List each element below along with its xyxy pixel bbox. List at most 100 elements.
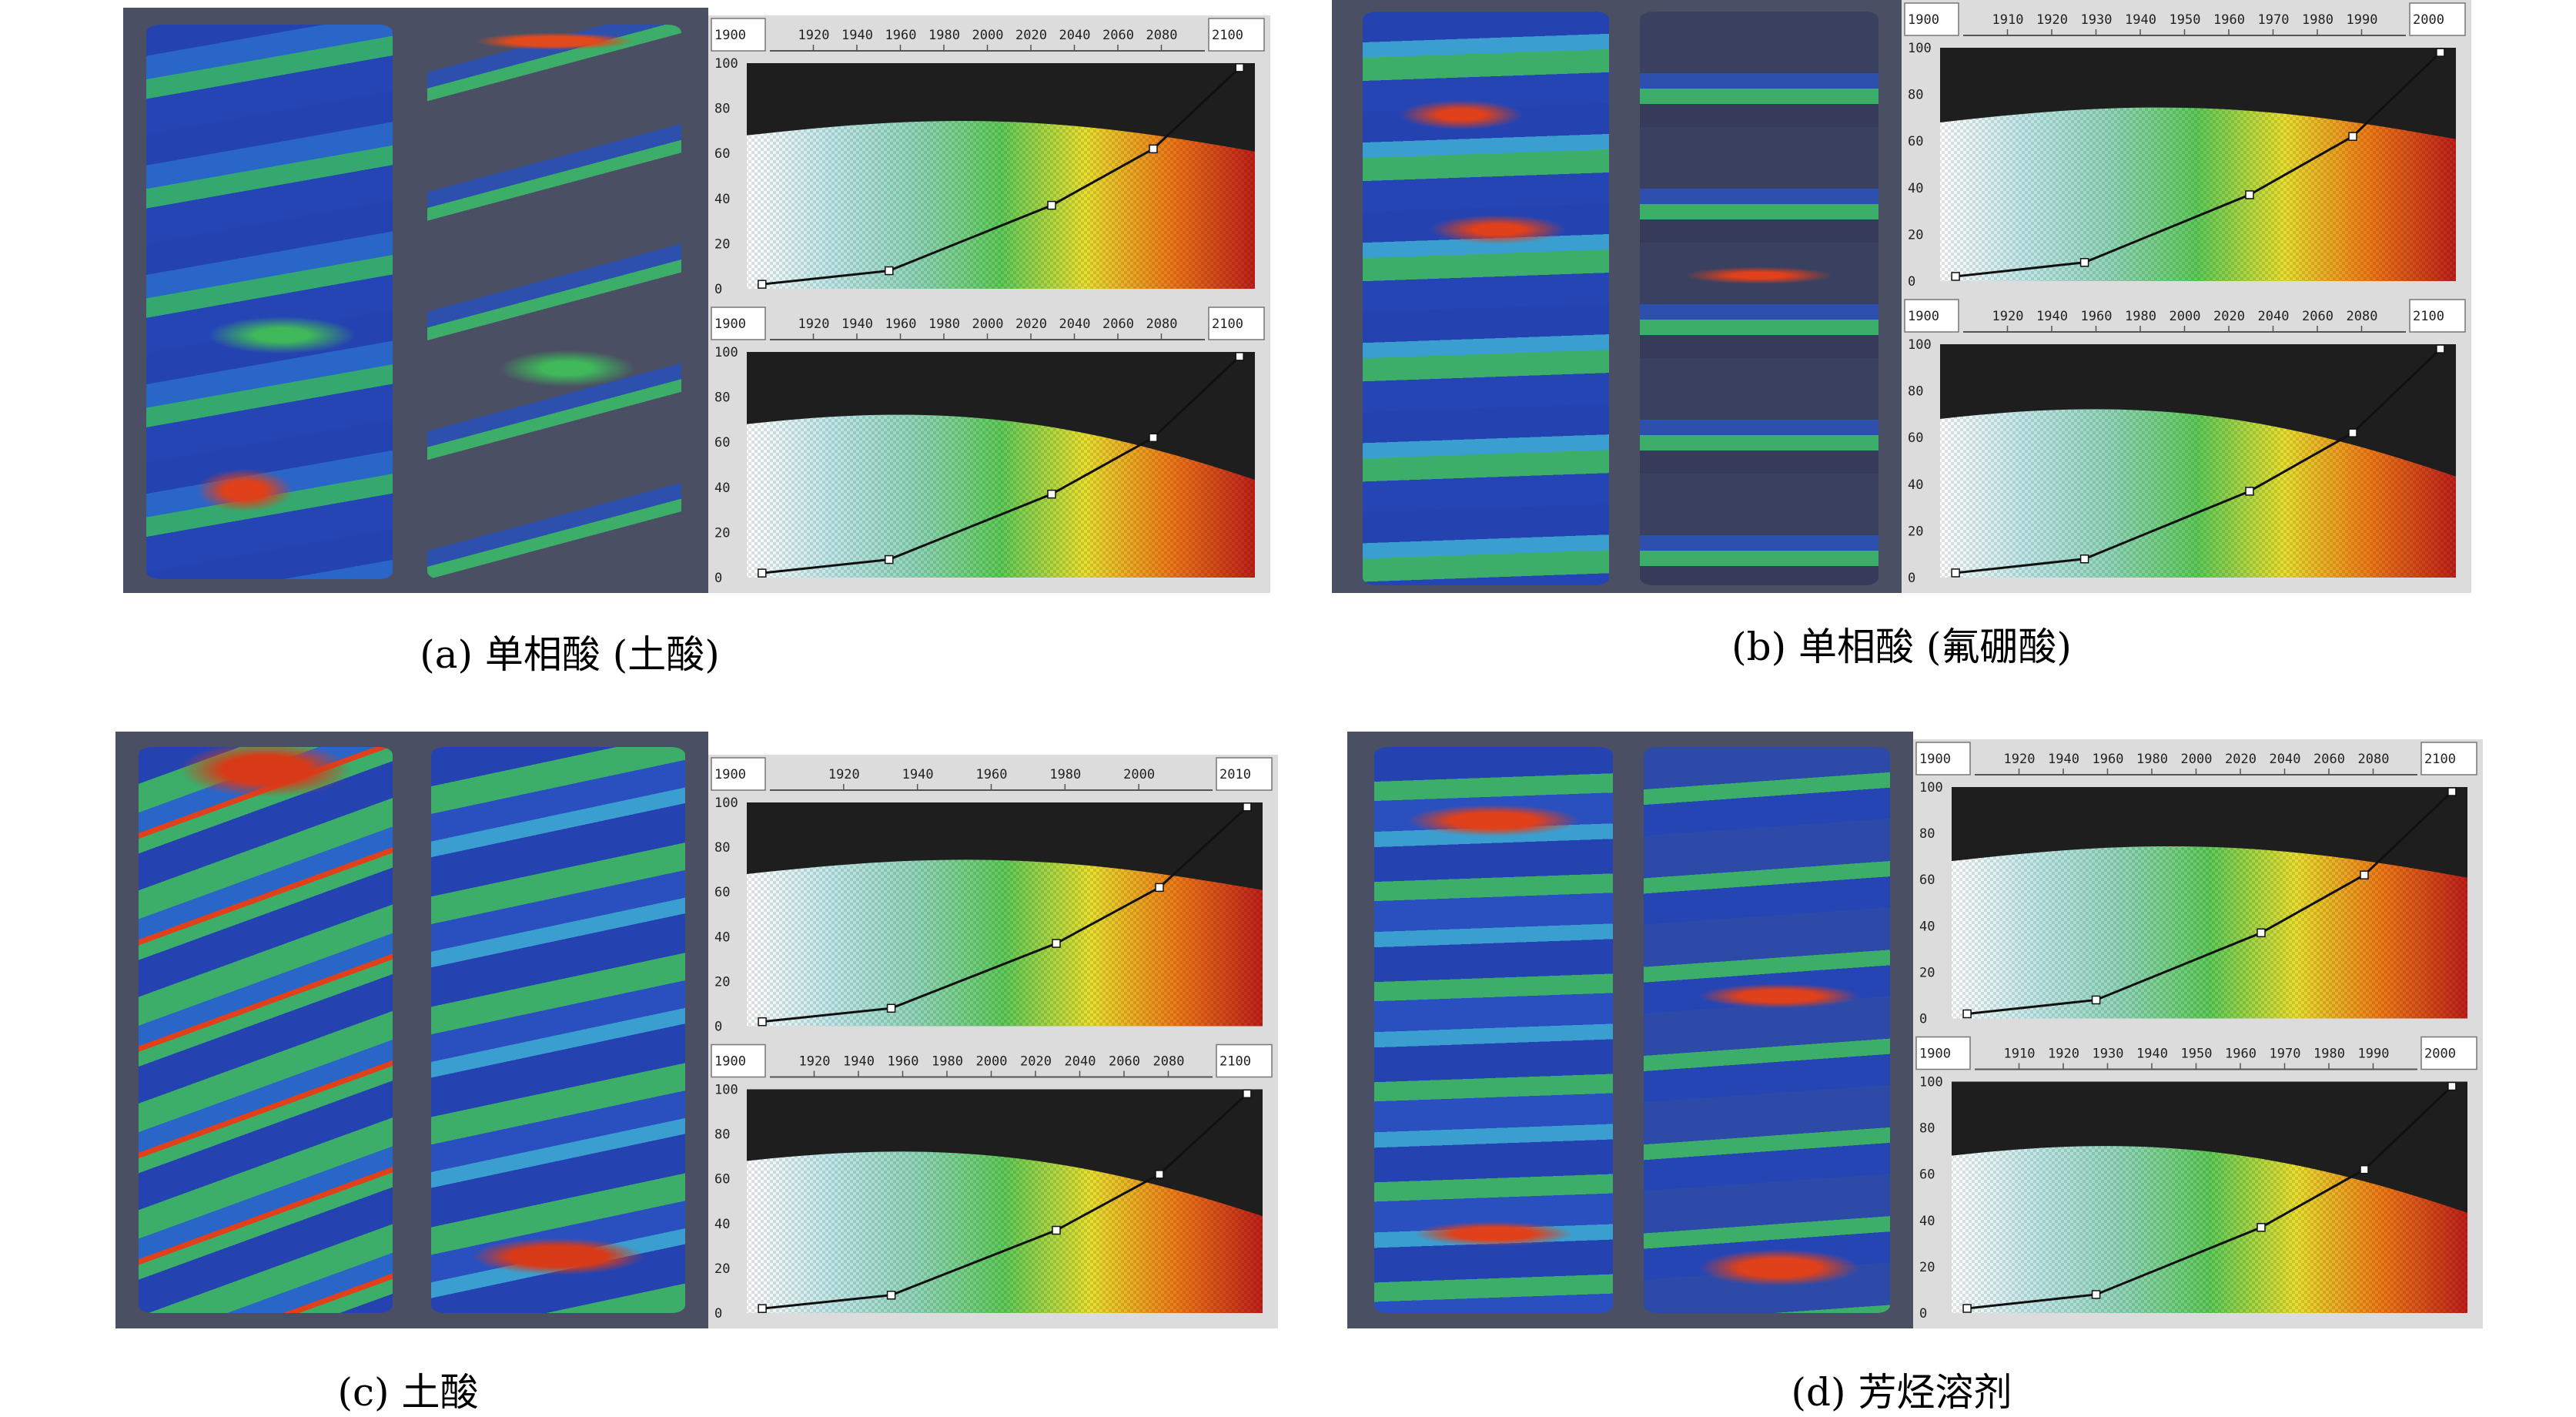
ruler-tick-label: 2040 (1065, 1054, 1096, 1070)
caption: (d) 芳烃溶剂 (1791, 1370, 2012, 1415)
ruler-tick-label: 1980 (932, 1054, 963, 1070)
y-tick-label: 40 (1919, 919, 1935, 934)
y-tick-label: 60 (1919, 873, 1935, 888)
control-point[interactable] (1951, 568, 1960, 578)
control-point[interactable] (758, 1017, 767, 1027)
control-point[interactable] (2257, 928, 2266, 938)
range-min-box[interactable] (711, 1043, 766, 1078)
control-point[interactable] (2447, 787, 2457, 796)
ruler-tick-label: 1920 (798, 317, 830, 332)
range-max-box[interactable] (1216, 757, 1273, 791)
control-point[interactable] (1962, 1009, 1972, 1019)
range-min-label: 1900 (714, 28, 746, 43)
control-point[interactable] (2436, 48, 2445, 57)
range-max-box[interactable] (1216, 1043, 1273, 1078)
control-point[interactable] (1951, 272, 1960, 281)
control-point[interactable] (885, 266, 894, 276)
range-max-box[interactable] (2420, 742, 2477, 775)
range-min-box[interactable] (711, 18, 766, 52)
control-point[interactable] (1155, 883, 1164, 893)
range-min-box[interactable] (711, 307, 766, 340)
control-point[interactable] (1962, 1304, 1972, 1313)
control-point[interactable] (1052, 1225, 1061, 1235)
range-max-label: 2100 (1212, 28, 1243, 43)
ruler-tick-label: 1970 (2258, 12, 2290, 28)
range-min-box[interactable] (711, 757, 766, 791)
core-left (1363, 12, 1609, 585)
control-point[interactable] (2079, 258, 2089, 267)
control-point[interactable] (758, 1304, 767, 1313)
y-tick-label: 100 (714, 796, 738, 811)
control-point[interactable] (1047, 489, 1056, 499)
control-point[interactable] (1149, 433, 1158, 443)
control-point[interactable] (2091, 995, 2101, 1005)
ruler-tick-label: 1960 (976, 767, 1008, 782)
control-point[interactable] (1155, 1170, 1164, 1179)
control-point[interactable] (2245, 487, 2254, 496)
control-point[interactable] (1149, 144, 1158, 154)
range-min-box[interactable] (1904, 299, 1959, 333)
control-point[interactable] (2348, 428, 2357, 437)
control-point[interactable] (1235, 352, 1244, 361)
range-max-box[interactable] (2409, 299, 2466, 333)
control-point[interactable] (2245, 190, 2254, 199)
transfer-editor[interactable]: 1900 2000 1910 1920 1930 1940 1950 1960 1970 1980… (1904, 2, 2466, 290)
range-min-box[interactable] (1915, 742, 1971, 775)
control-point[interactable] (1243, 1089, 1252, 1099)
panel-d: 1900 2100 1920 1940 1960 1980 2000 2020 2040 2060… (1347, 732, 2502, 1415)
control-point[interactable] (2257, 1223, 2266, 1232)
control-point[interactable] (2447, 1081, 2457, 1091)
transfer-editor[interactable]: 1900 2000 1910 1920 1930 1940 1950 1960 1970 1980… (1915, 1036, 2477, 1322)
ruler-tick-label: 1970 (2270, 1047, 2301, 1062)
y-tick-label: 20 (1908, 524, 1923, 539)
control-point[interactable] (758, 280, 767, 289)
ruler-tick-label: 1930 (2093, 1047, 2124, 1062)
range-max-box[interactable] (1208, 18, 1265, 52)
control-point[interactable] (2436, 344, 2445, 353)
control-point[interactable] (1243, 802, 1252, 812)
caption: (a) 单相酸 (土酸) (420, 632, 720, 677)
control-point[interactable] (1235, 63, 1244, 72)
control-point[interactable] (1052, 939, 1061, 948)
range-max-box[interactable] (1208, 307, 1265, 340)
control-point[interactable] (1047, 200, 1056, 210)
ruler-tick-label: 1980 (2136, 752, 2168, 767)
control-point[interactable] (2079, 554, 2089, 564)
y-tick-label: 0 (1919, 1306, 1927, 1322)
range-min-box[interactable] (1904, 2, 1959, 36)
range-min-box[interactable] (1915, 1036, 1971, 1070)
control-point[interactable] (886, 1003, 896, 1013)
ruler-tick-label: 2000 (2181, 752, 2213, 767)
control-point[interactable] (2360, 1164, 2369, 1174)
range-min-label: 1900 (1919, 1047, 1951, 1062)
ruler-tick-label: 1940 (2125, 12, 2156, 28)
transfer-editors: 1900 2010 1920 1940 1960 1980 2000 100 80 60 40 20 0… (708, 755, 1278, 1328)
y-tick-label: 20 (1919, 965, 1935, 980)
ruler-tick-label: 1960 (2225, 1047, 2257, 1062)
y-tick-label: 100 (714, 1083, 738, 1098)
ruler-tick-label: 1960 (885, 28, 917, 43)
control-point[interactable] (2360, 870, 2369, 879)
y-tick-label: 60 (714, 1172, 730, 1188)
control-point[interactable] (758, 568, 767, 578)
ruler-tick-label: 1920 (798, 28, 830, 43)
y-tick-label: 20 (714, 1261, 730, 1277)
control-point[interactable] (2091, 1290, 2101, 1299)
core-left (146, 25, 393, 579)
range-max-box[interactable] (2409, 2, 2466, 36)
range-max-box[interactable] (2420, 1036, 2477, 1070)
control-point[interactable] (2348, 132, 2357, 141)
control-point[interactable] (885, 554, 894, 564)
transfer-editors: 1900 2000 1910 1920 1930 1940 1950 1960 1970 1980… (1902, 0, 2471, 593)
y-tick-label: 20 (1919, 1260, 1935, 1275)
ruler-tick-label: 1940 (2136, 1047, 2168, 1062)
control-point[interactable] (886, 1291, 896, 1300)
transfer-editor[interactable]: 1900 2010 1920 1940 1960 1980 2000 100 80 60 40 20 0 (711, 757, 1273, 1035)
